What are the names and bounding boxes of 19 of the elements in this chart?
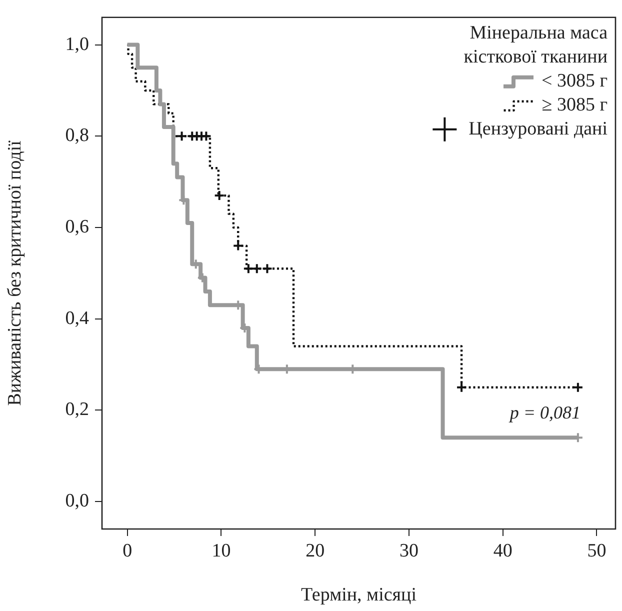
y-tick-label: 0,8 — [65, 125, 89, 146]
y-tick-label: 0,6 — [65, 216, 89, 238]
y-tick-label: 0,4 — [65, 308, 90, 329]
legend-title: Мінеральна маса кісткової тканини — [464, 22, 608, 68]
x-tick-label: 0 — [122, 540, 132, 562]
legend-label: ≥ 3085 г — [542, 94, 608, 116]
x-tick-label: 40 — [493, 540, 512, 562]
x-axis-title: Термін, місяці — [301, 584, 416, 606]
x-tick-label: 30 — [399, 540, 418, 562]
y-tick-label: 0,0 — [65, 490, 89, 512]
x-tick-label: 20 — [306, 540, 325, 562]
y-tick-label: 1,0 — [65, 34, 89, 55]
legend-label: < 3085 г — [541, 70, 608, 92]
annotation: p = 0,081 — [508, 402, 580, 423]
y-tick-label: 0,2 — [65, 399, 89, 420]
x-tick-label: 10 — [212, 540, 231, 562]
y-axis-title: Виживаність без критичної події — [4, 140, 26, 406]
x-tick-label: 50 — [587, 540, 606, 562]
legend-label: Цензуровані дані — [468, 118, 608, 140]
